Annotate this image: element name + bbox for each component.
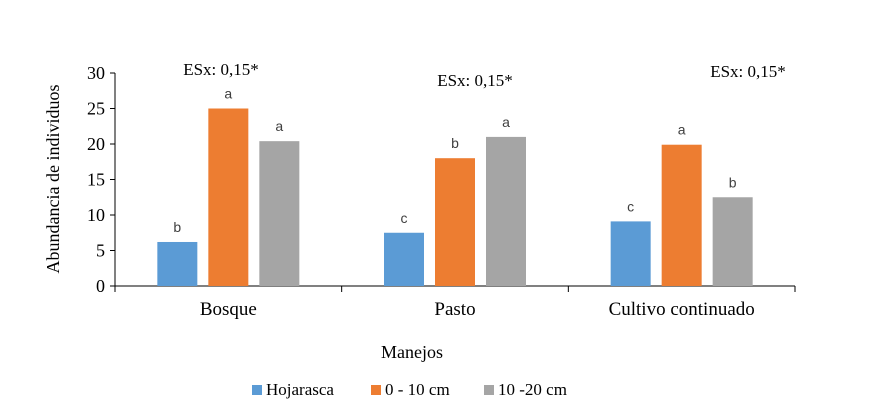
- legend-swatch: [252, 385, 262, 395]
- bar-letter-label: a: [502, 114, 510, 130]
- esx-annotation: ESx: 0,15*: [183, 60, 259, 79]
- bar: [712, 197, 753, 286]
- legend-label: 0 - 10 cm: [385, 380, 450, 399]
- x-axis: Bosque Pasto Cultivo continuado: [114, 285, 796, 320]
- legend-swatch: [371, 385, 381, 395]
- bar-letter-label: a: [678, 122, 686, 138]
- bar: [661, 144, 702, 286]
- bar: [157, 241, 198, 286]
- legend-label: 10 -20 cm: [498, 380, 567, 399]
- y-tick-label: 25: [87, 99, 105, 119]
- bar: [384, 232, 424, 286]
- y-tick-label: 15: [87, 170, 105, 190]
- esx-annotation: ESx: 0,15*: [710, 62, 786, 81]
- legend-label: Hojarasca: [266, 380, 334, 399]
- y-axis-label: Abundancia de individuos: [43, 85, 63, 274]
- y-tick-label: 5: [96, 241, 105, 261]
- annotations: ESx: 0,15* ESx: 0,15* ESx: 0,15*: [183, 60, 786, 90]
- bar: [610, 221, 651, 286]
- x-tick-label: Cultivo continuado: [609, 299, 755, 320]
- y-tick-label: 0: [96, 276, 105, 296]
- legend-swatch: [484, 385, 494, 395]
- legend: Hojarasca 0 - 10 cm 10 -20 cm: [252, 380, 567, 399]
- bar-letter-label: a: [275, 118, 283, 134]
- significance-letters: b a a c b a c a b: [173, 86, 736, 235]
- bar: [259, 141, 300, 286]
- bar-letter-label: b: [729, 174, 737, 190]
- bar-letter-label: c: [627, 198, 634, 214]
- y-tick-label: 30: [87, 63, 105, 83]
- bar-letter-label: a: [224, 86, 232, 102]
- bar: [435, 158, 475, 286]
- bars: [157, 108, 753, 286]
- bar: [208, 108, 249, 286]
- x-axis-label: Manejos: [381, 342, 443, 362]
- bar: [486, 136, 526, 286]
- y-tick-label: 10: [87, 205, 105, 225]
- y-tick-label: 20: [87, 134, 105, 154]
- esx-annotation: ESx: 0,15*: [437, 71, 513, 90]
- bar-letter-label: b: [451, 135, 459, 151]
- bar-letter-label: b: [173, 219, 181, 235]
- x-tick-label: Bosque: [200, 299, 257, 320]
- y-axis: 0 5 10 15 20 25 30: [87, 63, 116, 296]
- bar-letter-label: c: [401, 210, 408, 226]
- x-tick-label: Pasto: [434, 299, 475, 320]
